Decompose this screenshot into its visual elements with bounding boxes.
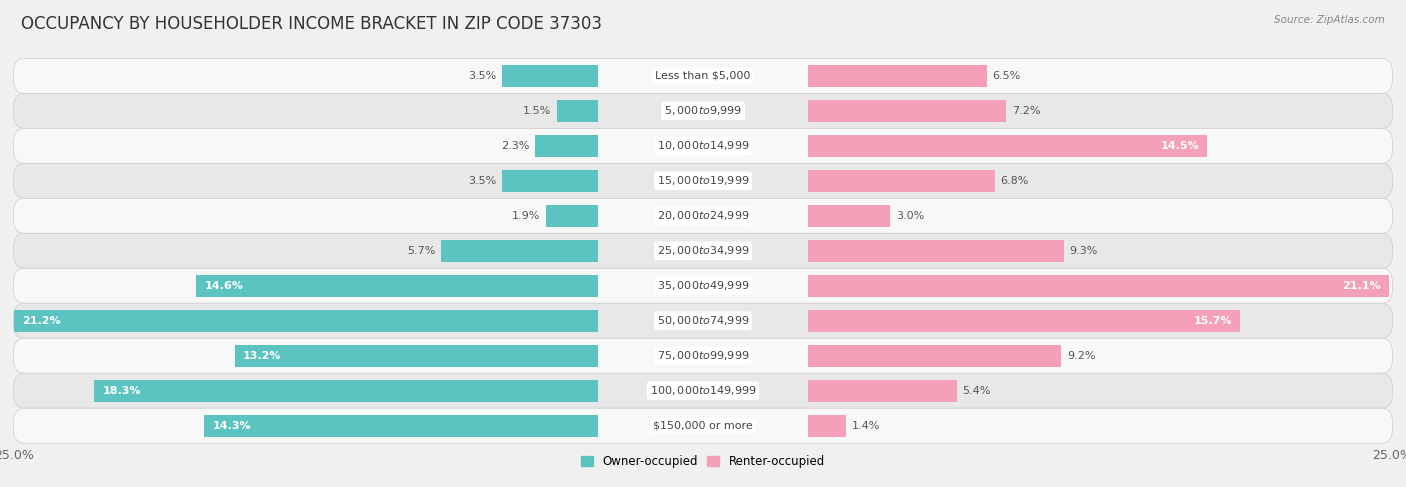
Bar: [807, 65, 987, 87]
Text: 14.5%: 14.5%: [1160, 141, 1199, 151]
Bar: [14, 310, 599, 332]
Bar: [807, 380, 956, 402]
Bar: [807, 275, 1389, 297]
Bar: [807, 135, 1208, 157]
Text: 15.7%: 15.7%: [1194, 316, 1232, 326]
Bar: [441, 240, 599, 262]
Text: $25,000 to $34,999: $25,000 to $34,999: [657, 244, 749, 257]
Text: $75,000 to $99,999: $75,000 to $99,999: [657, 349, 749, 362]
Text: 14.3%: 14.3%: [212, 421, 252, 431]
Text: 1.5%: 1.5%: [523, 106, 551, 116]
FancyBboxPatch shape: [14, 233, 1392, 268]
Text: 1.9%: 1.9%: [512, 211, 540, 221]
Bar: [807, 345, 1062, 367]
Text: 18.3%: 18.3%: [103, 386, 141, 396]
Bar: [557, 100, 599, 122]
Text: 6.5%: 6.5%: [993, 71, 1021, 81]
FancyBboxPatch shape: [14, 408, 1392, 443]
Text: 2.3%: 2.3%: [501, 141, 530, 151]
Bar: [807, 310, 1240, 332]
Bar: [807, 170, 995, 192]
Bar: [534, 135, 599, 157]
FancyBboxPatch shape: [14, 373, 1392, 408]
Text: 21.2%: 21.2%: [22, 316, 60, 326]
Text: 13.2%: 13.2%: [243, 351, 281, 361]
Bar: [502, 170, 599, 192]
Legend: Owner-occupied, Renter-occupied: Owner-occupied, Renter-occupied: [581, 455, 825, 468]
Text: $35,000 to $49,999: $35,000 to $49,999: [657, 279, 749, 292]
Text: 9.2%: 9.2%: [1067, 351, 1095, 361]
Text: 7.2%: 7.2%: [1012, 106, 1040, 116]
Bar: [546, 205, 599, 226]
Text: $15,000 to $19,999: $15,000 to $19,999: [657, 174, 749, 187]
FancyBboxPatch shape: [14, 303, 1392, 338]
Text: 21.1%: 21.1%: [1343, 281, 1381, 291]
FancyBboxPatch shape: [14, 163, 1392, 198]
Text: 5.7%: 5.7%: [408, 246, 436, 256]
Bar: [502, 65, 599, 87]
Text: 3.0%: 3.0%: [896, 211, 924, 221]
Text: $10,000 to $14,999: $10,000 to $14,999: [657, 139, 749, 152]
Text: $150,000 or more: $150,000 or more: [654, 421, 752, 431]
Text: $5,000 to $9,999: $5,000 to $9,999: [664, 104, 742, 117]
Text: 1.4%: 1.4%: [852, 421, 880, 431]
Bar: [204, 415, 599, 436]
Bar: [807, 100, 1007, 122]
Bar: [235, 345, 599, 367]
FancyBboxPatch shape: [14, 58, 1392, 94]
Text: $50,000 to $74,999: $50,000 to $74,999: [657, 314, 749, 327]
Text: 3.5%: 3.5%: [468, 176, 496, 186]
Bar: [807, 205, 890, 226]
Text: 9.3%: 9.3%: [1070, 246, 1098, 256]
Text: Less than $5,000: Less than $5,000: [655, 71, 751, 81]
Text: 6.8%: 6.8%: [1001, 176, 1029, 186]
Text: 5.4%: 5.4%: [962, 386, 990, 396]
Bar: [807, 240, 1064, 262]
Bar: [807, 415, 846, 436]
Text: 3.5%: 3.5%: [468, 71, 496, 81]
Text: OCCUPANCY BY HOUSEHOLDER INCOME BRACKET IN ZIP CODE 37303: OCCUPANCY BY HOUSEHOLDER INCOME BRACKET …: [21, 15, 602, 33]
FancyBboxPatch shape: [14, 198, 1392, 233]
Text: 14.6%: 14.6%: [204, 281, 243, 291]
Text: $20,000 to $24,999: $20,000 to $24,999: [657, 209, 749, 223]
Bar: [195, 275, 599, 297]
FancyBboxPatch shape: [14, 338, 1392, 373]
FancyBboxPatch shape: [14, 268, 1392, 303]
FancyBboxPatch shape: [14, 94, 1392, 129]
Bar: [94, 380, 599, 402]
Text: Source: ZipAtlas.com: Source: ZipAtlas.com: [1274, 15, 1385, 25]
FancyBboxPatch shape: [14, 129, 1392, 163]
Text: $100,000 to $149,999: $100,000 to $149,999: [650, 384, 756, 397]
